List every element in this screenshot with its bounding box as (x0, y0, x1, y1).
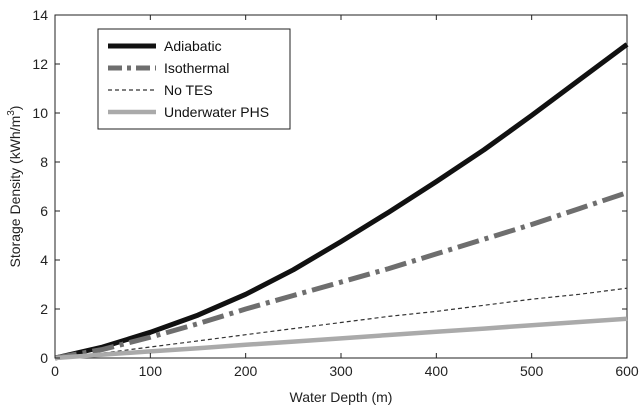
x-tick-label: 400 (425, 363, 449, 379)
y-axis-label: Storage Density (kWh/m3) (6, 106, 23, 268)
x-tick-label: 300 (329, 363, 353, 379)
legend: Adiabatic Isothermal No TES Underwater PHS (97, 28, 291, 130)
x-tick-label: 500 (520, 363, 544, 379)
series-line-no-tes (54, 287, 628, 359)
legend-label-adiabatic: Adiabatic (164, 38, 222, 54)
y-tick-label: 12 (32, 56, 48, 72)
x-tick-label: 200 (234, 363, 258, 379)
series-line-adiabatic (54, 42, 629, 361)
y-tick-label: 4 (40, 252, 48, 268)
y-axis-label-close: ) (7, 106, 23, 111)
series-line-isothermal (54, 190, 628, 361)
legend-label-no-tes: No TES (164, 82, 213, 98)
x-axis-label: Water Depth (m) (290, 389, 393, 405)
y-tick-label: 14 (32, 7, 48, 23)
legend-label-isothermal: Isothermal (164, 60, 229, 76)
y-tick-label: 6 (40, 203, 48, 219)
series-line-underwater-phs (54, 316, 628, 361)
x-tick-label: 100 (139, 363, 163, 379)
y-tick-label: 2 (40, 301, 48, 317)
y-tick-label: 8 (40, 154, 48, 170)
y-axis-ticks: 0 2 4 6 8 10 12 14 (32, 7, 627, 366)
y-axis-label-superscript: 3 (6, 110, 17, 116)
legend-label-underwater-phs: Underwater PHS (164, 104, 269, 120)
y-axis-label-main: Storage Density (kWh/m (7, 116, 23, 268)
y-tick-label: 10 (32, 105, 48, 121)
x-axis-ticks: 0 100 200 300 400 500 600 (51, 15, 639, 379)
series-lines (54, 42, 629, 361)
y-tick-label: 0 (40, 350, 48, 366)
x-tick-label: 0 (51, 363, 59, 379)
x-tick-label: 600 (615, 363, 639, 379)
